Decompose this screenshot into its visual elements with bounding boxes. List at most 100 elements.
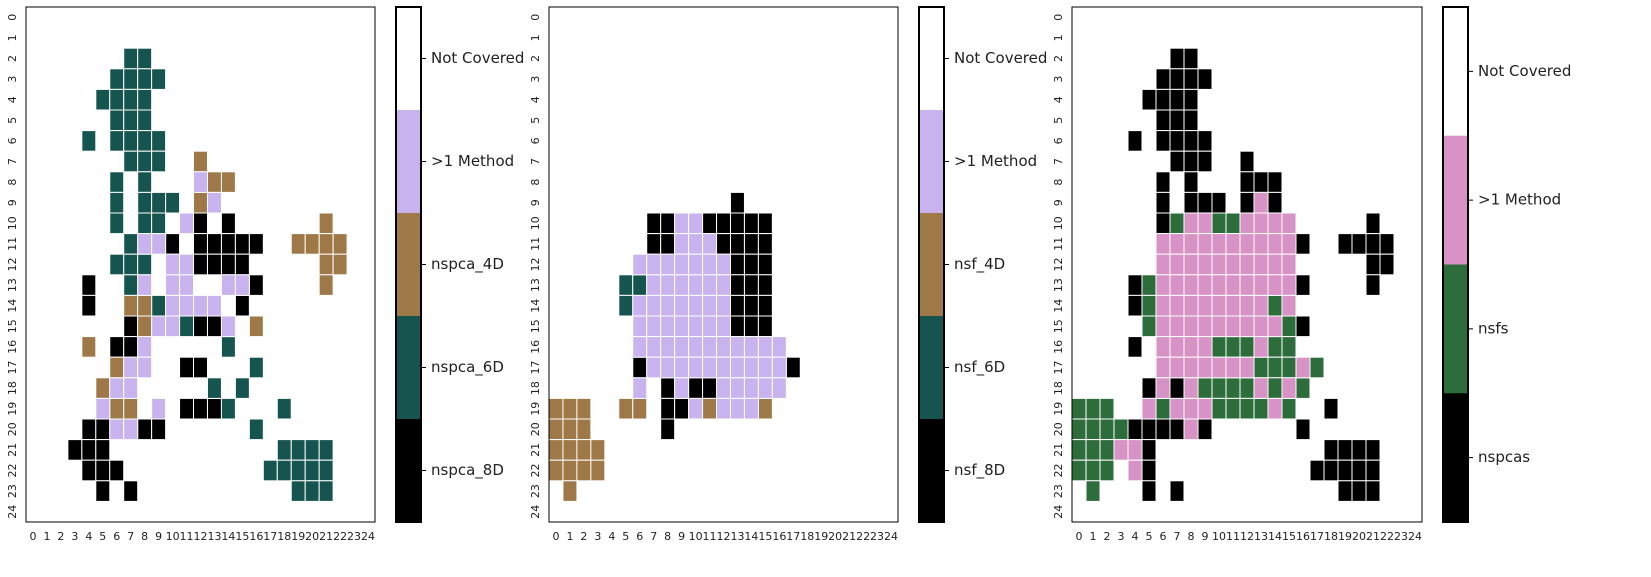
x-tick-label: 13 — [207, 530, 221, 543]
heatmap-cell — [632, 315, 648, 338]
y-tick-label: 20 — [529, 422, 542, 436]
heatmap-cell — [206, 397, 222, 420]
heatmap-cell — [193, 191, 208, 214]
x-tick-label: 8 — [141, 530, 148, 543]
heatmap-cell — [1253, 191, 1269, 214]
heatmap-cell — [729, 294, 745, 317]
heatmap-cell — [1295, 356, 1311, 379]
y-tick-label: 22 — [529, 464, 542, 478]
heatmap-cell — [151, 68, 167, 90]
heatmap-cell — [1253, 274, 1269, 296]
heatmap-cell — [660, 274, 676, 296]
heatmap-cell — [1309, 459, 1325, 482]
heatmap-cell — [1337, 233, 1353, 255]
colorbar-segment — [396, 7, 421, 111]
heatmap-cell — [1295, 315, 1311, 338]
heatmap-cell — [1253, 253, 1269, 276]
heatmap-cell — [590, 459, 606, 482]
heatmap-cell — [702, 274, 718, 296]
heatmap-cell — [632, 377, 648, 399]
colorbar-comparison: Not Covered >1 Method nsfs nspcas — [1442, 6, 1571, 523]
x-tick-label: 17 — [786, 530, 800, 543]
heatmap-cell — [1183, 171, 1199, 193]
y-tick-label: 0 — [529, 14, 542, 21]
heatmap-cell — [729, 315, 745, 338]
y-tick-label: 16 — [6, 340, 19, 354]
heatmap-cell — [1211, 294, 1227, 317]
heatmap-cell — [590, 439, 606, 461]
heatmap-cell — [674, 336, 690, 358]
heatmap-cell — [1183, 253, 1199, 276]
heatmap-cell — [1225, 294, 1241, 317]
heatmap-cell — [95, 480, 111, 502]
heatmap-cell — [151, 212, 167, 235]
heatmap-cell — [1197, 130, 1213, 152]
heatmap-cell — [220, 315, 236, 338]
heatmap-cell — [165, 274, 181, 296]
heatmap-cell — [632, 397, 648, 420]
heatmap-cell — [1267, 397, 1283, 420]
heatmap-cell — [1253, 336, 1269, 358]
heatmap-cell — [646, 336, 662, 358]
heatmap-cell — [318, 233, 334, 255]
y-tick-label: 22 — [1052, 464, 1065, 478]
y-tick-label: 13 — [6, 278, 19, 292]
y-tick-label: 2 — [6, 55, 19, 62]
heatmap-cell — [548, 418, 564, 441]
heatmap-cell — [193, 397, 208, 420]
heatmap-cell — [1183, 397, 1199, 420]
y-tick-label: 11 — [529, 237, 542, 251]
heatmap-cell — [1169, 68, 1185, 90]
heatmap-cell — [1225, 336, 1241, 358]
heatmap-cell — [290, 439, 306, 461]
heatmap-cell — [1197, 68, 1213, 90]
heatmap-cell — [702, 356, 718, 379]
heatmap-cell — [1253, 397, 1269, 420]
y-tick-label: 2 — [529, 55, 542, 62]
heatmap-cell — [646, 315, 662, 338]
heatmap-cell — [1239, 377, 1255, 399]
heatmap-cell — [757, 274, 773, 296]
heatmap-cell — [716, 294, 731, 317]
heatmap-cell — [179, 397, 195, 420]
heatmap-cell — [220, 274, 236, 296]
y-tick-label: 16 — [1052, 340, 1065, 354]
heatmap-cell — [1211, 191, 1227, 214]
heatmap-cell — [248, 418, 264, 441]
heatmap-cell — [1309, 356, 1325, 379]
heatmap-cell — [674, 294, 690, 317]
heatmap-cell — [1281, 315, 1297, 338]
heatmap-cell — [220, 397, 236, 420]
y-tick-label: 8 — [529, 179, 542, 186]
heatmap-cell — [1197, 315, 1213, 338]
heatmap-cell — [674, 315, 690, 338]
y-tick-label: 12 — [1052, 258, 1065, 272]
y-tick-label: 24 — [1052, 505, 1065, 519]
heatmap-cell — [123, 377, 139, 399]
heatmap-cell — [646, 253, 662, 276]
heatmap-cell — [1155, 171, 1171, 193]
heatmap-cell — [1197, 397, 1213, 420]
heatmap-cell — [1239, 191, 1255, 214]
heatmap-cell — [1169, 397, 1185, 420]
heatmap-cell — [1211, 233, 1227, 255]
heatmap-cell — [674, 377, 690, 399]
heatmap-cell — [716, 356, 731, 379]
x-tick-label: 23 — [347, 530, 361, 543]
heatmap-cell — [179, 212, 195, 235]
heatmap-cell — [109, 130, 125, 152]
heatmap-cell — [137, 418, 153, 441]
heatmap-cell — [137, 130, 153, 152]
heatmap-cell — [1071, 397, 1087, 420]
heatmap-cell — [109, 377, 125, 399]
y-tick-label: 0 — [6, 14, 19, 21]
heatmap-cell — [123, 480, 139, 502]
heatmap-cell — [548, 439, 564, 461]
heatmap-cell — [1155, 88, 1171, 111]
heatmap-cell — [95, 377, 111, 399]
heatmap-cell — [123, 233, 139, 255]
y-tick-label: 9 — [529, 199, 542, 206]
heatmap-cell — [1169, 336, 1185, 358]
heatmap-cell — [716, 336, 731, 358]
